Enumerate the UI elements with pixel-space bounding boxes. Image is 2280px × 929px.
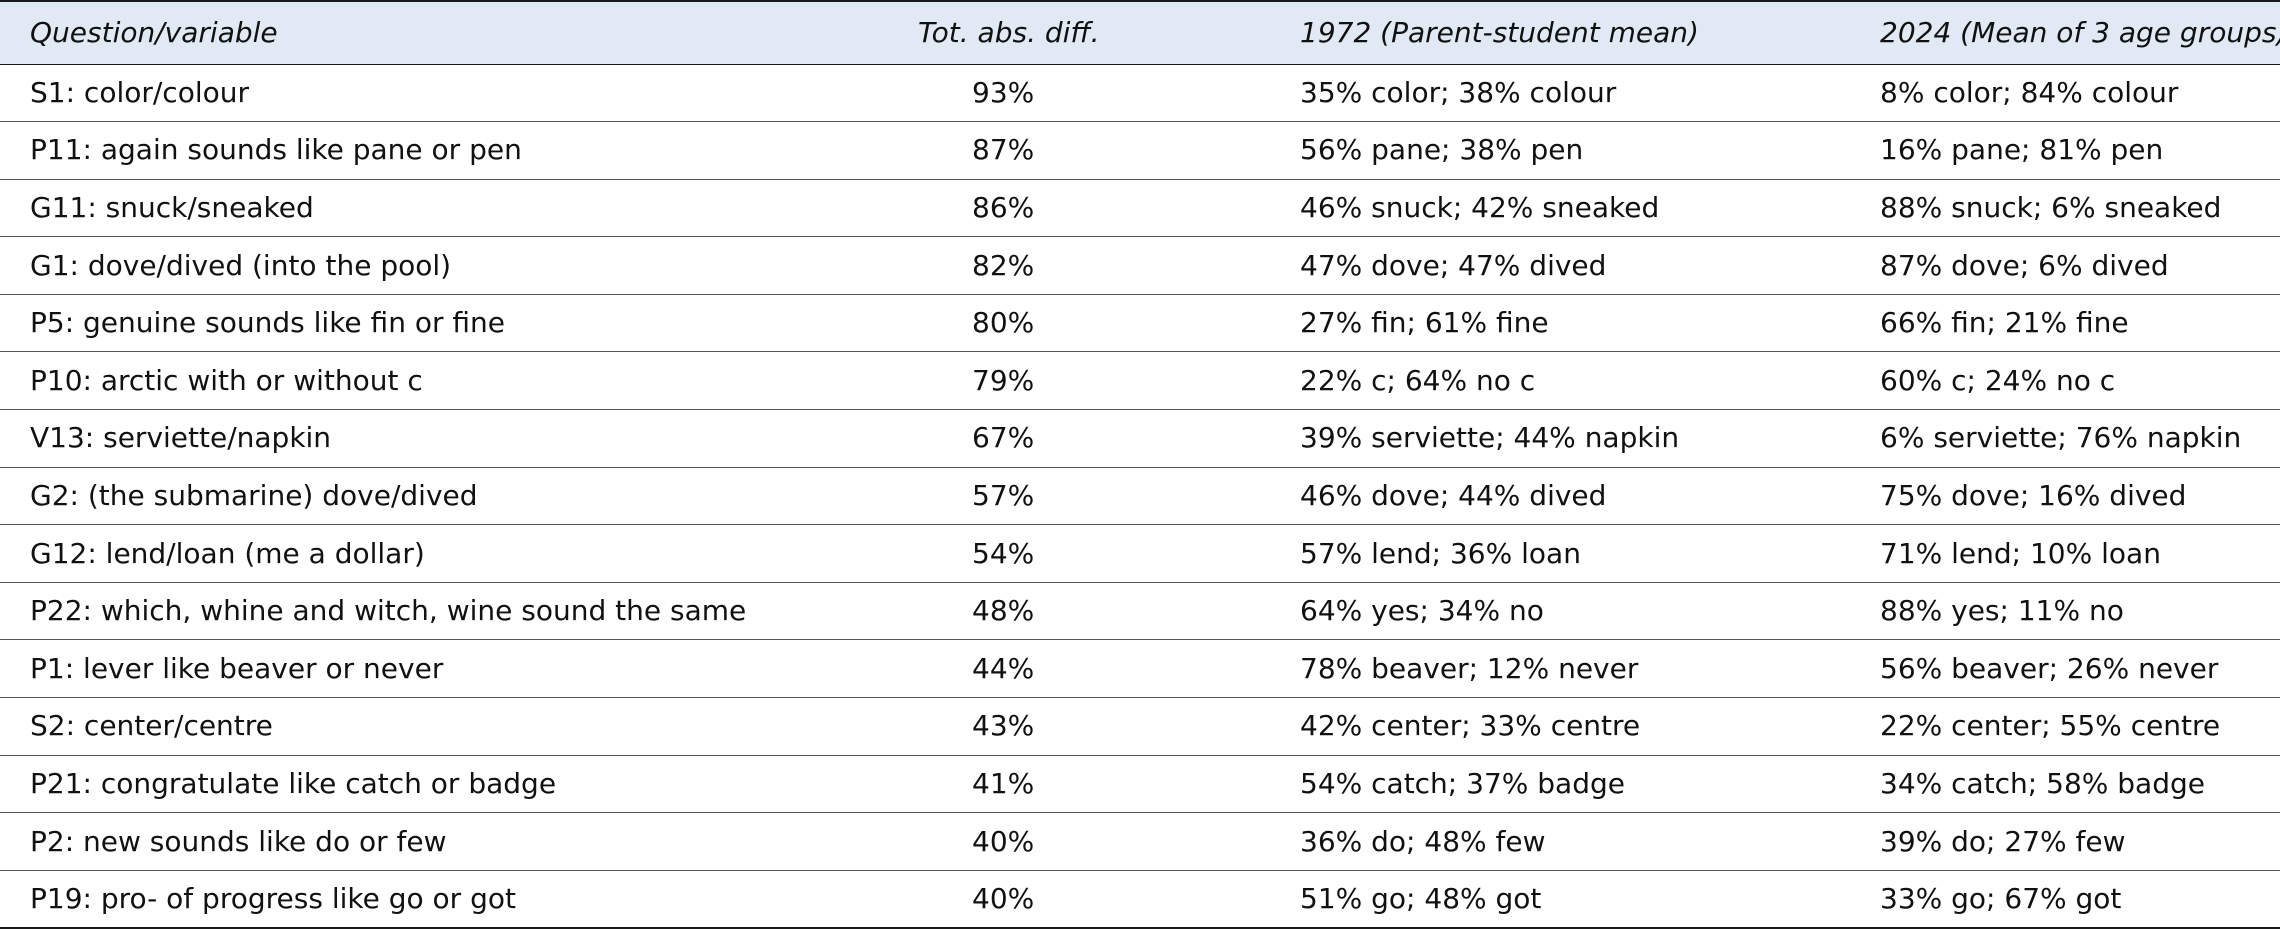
table-row: P10: arctic with or without c 79% 22% c;… bbox=[0, 352, 2280, 410]
cell-diff: 80% bbox=[972, 306, 1035, 340]
cell-1972: 42% center; 33% centre bbox=[1300, 709, 1641, 743]
cell-diff: 54% bbox=[972, 536, 1035, 570]
cell-2024: 88% yes; 11% no bbox=[1880, 594, 2124, 628]
cell-diff: 79% bbox=[972, 363, 1035, 397]
header-row: Question/variable Tot. abs. diff. 1972 (… bbox=[0, 1, 2280, 64]
cell-diff: 82% bbox=[972, 248, 1035, 282]
cell-diff: 40% bbox=[972, 824, 1035, 858]
table-row: P5: genuine sounds like fin or fine 80% … bbox=[0, 294, 2280, 352]
cell-1972: 22% c; 64% no c bbox=[1300, 363, 1536, 397]
cell-2024: 87% dove; 6% dived bbox=[1880, 248, 2169, 282]
cell-1972: 64% yes; 34% no bbox=[1300, 594, 1544, 628]
cell-1972: 54% catch; 37% badge bbox=[1300, 766, 1625, 800]
table-row: P1: lever like beaver or never 44% 78% b… bbox=[0, 640, 2280, 698]
cell-2024: 71% lend; 10% loan bbox=[1880, 536, 2161, 570]
cell-diff: 67% bbox=[972, 421, 1035, 455]
cell-question: P11: again sounds like pane or pen bbox=[30, 133, 522, 167]
cell-1972: 35% color; 38% colour bbox=[1300, 75, 1617, 109]
cell-question: P21: congratulate like catch or badge bbox=[30, 766, 557, 800]
table-row: G2: (the submarine) dove/dived 57% 46% d… bbox=[0, 467, 2280, 525]
cell-2024: 66% fin; 21% fine bbox=[1880, 306, 2129, 340]
cell-diff: 43% bbox=[972, 709, 1035, 743]
table-row: V13: serviette/napkin 67% 39% serviette;… bbox=[0, 410, 2280, 468]
table-row: G1: dove/dived (into the pool) 82% 47% d… bbox=[0, 237, 2280, 295]
cell-question: G12: lend/loan (me a dollar) bbox=[30, 536, 425, 570]
cell-2024: 8% color; 84% colour bbox=[1880, 75, 2179, 109]
table-row: P22: which, whine and witch, wine sound … bbox=[0, 582, 2280, 640]
cell-2024: 39% do; 27% few bbox=[1880, 824, 2126, 858]
cell-1972: 56% pane; 38% pen bbox=[1300, 133, 1584, 167]
cell-question: S1: color/colour bbox=[30, 75, 249, 109]
table-row: S2: center/centre 43% 42% center; 33% ce… bbox=[0, 698, 2280, 756]
cell-2024: 6% serviette; 76% napkin bbox=[1880, 421, 2242, 455]
cell-question: P2: new sounds like do or few bbox=[30, 824, 447, 858]
cell-2024: 75% dove; 16% dived bbox=[1880, 478, 2187, 512]
table-row: P19: pro- of progress like go or got 40%… bbox=[0, 870, 2280, 928]
cell-question: P1: lever like beaver or never bbox=[30, 651, 444, 685]
table-row: P11: again sounds like pane or pen 87% 5… bbox=[0, 122, 2280, 180]
cell-1972: 57% lend; 36% loan bbox=[1300, 536, 1581, 570]
cell-2024: 60% c; 24% no c bbox=[1880, 363, 2116, 397]
cell-1972: 78% beaver; 12% never bbox=[1300, 651, 1639, 685]
cell-question: P5: genuine sounds like fin or fine bbox=[30, 306, 505, 340]
cell-2024: 56% beaver; 26% never bbox=[1880, 651, 2219, 685]
cell-question: P19: pro- of progress like go or got bbox=[30, 881, 516, 915]
cell-1972: 46% snuck; 42% sneaked bbox=[1300, 190, 1660, 224]
cell-question: G1: dove/dived (into the pool) bbox=[30, 248, 452, 282]
cell-1972: 39% serviette; 44% napkin bbox=[1300, 421, 1680, 455]
cell-question: P10: arctic with or without c bbox=[30, 363, 423, 397]
header-2024: 2024 (Mean of 3 age groups) bbox=[1880, 15, 2280, 49]
cell-diff: 48% bbox=[972, 594, 1035, 628]
cell-2024: 16% pane; 81% pen bbox=[1880, 133, 2164, 167]
table-row: P21: congratulate like catch or badge 41… bbox=[0, 755, 2280, 813]
cell-diff: 44% bbox=[972, 651, 1035, 685]
cell-2024: 22% center; 55% centre bbox=[1880, 709, 2221, 743]
cell-1972: 47% dove; 47% dived bbox=[1300, 248, 1607, 282]
header-1972: 1972 (Parent-student mean) bbox=[1300, 15, 1699, 49]
cell-1972: 51% go; 48% got bbox=[1300, 881, 1542, 915]
table-row: P2: new sounds like do or few 40% 36% do… bbox=[0, 813, 2280, 871]
cell-2024: 88% snuck; 6% sneaked bbox=[1880, 190, 2222, 224]
cell-1972: 36% do; 48% few bbox=[1300, 824, 1546, 858]
cell-diff: 87% bbox=[972, 133, 1035, 167]
cell-diff: 57% bbox=[972, 478, 1035, 512]
cell-diff: 40% bbox=[972, 881, 1035, 915]
cell-2024: 34% catch; 58% badge bbox=[1880, 766, 2205, 800]
cell-2024: 33% go; 67% got bbox=[1880, 881, 2122, 915]
cell-question: P22: which, whine and witch, wine sound … bbox=[30, 594, 747, 628]
cell-question: G11: snuck/sneaked bbox=[30, 190, 314, 224]
header-diff: Tot. abs. diff. bbox=[918, 15, 1100, 49]
cell-question: V13: serviette/napkin bbox=[30, 421, 332, 455]
cell-diff: 93% bbox=[972, 75, 1035, 109]
table-row: S1: color/colour 93% 35% color; 38% colo… bbox=[0, 64, 2280, 122]
cell-1972: 27% fin; 61% fine bbox=[1300, 306, 1549, 340]
table-row: G12: lend/loan (me a dollar) 54% 57% len… bbox=[0, 525, 2280, 583]
cell-1972: 46% dove; 44% dived bbox=[1300, 478, 1607, 512]
cell-question: S2: center/centre bbox=[30, 709, 273, 743]
header-question: Question/variable bbox=[30, 15, 278, 49]
cell-diff: 86% bbox=[972, 190, 1035, 224]
table-row: G11: snuck/sneaked 86% 46% snuck; 42% sn… bbox=[0, 179, 2280, 237]
cell-question: G2: (the submarine) dove/dived bbox=[30, 478, 478, 512]
cell-diff: 41% bbox=[972, 766, 1035, 800]
